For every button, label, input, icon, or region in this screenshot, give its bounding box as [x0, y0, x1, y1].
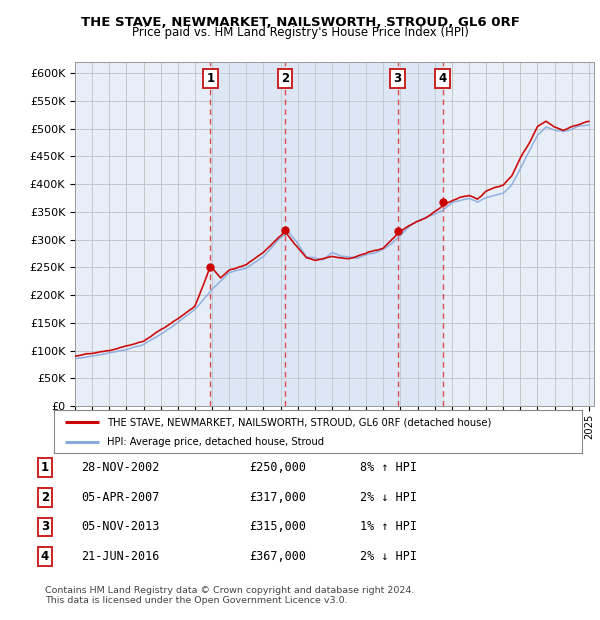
Text: 8% ↑ HPI: 8% ↑ HPI: [360, 461, 417, 474]
Text: 4: 4: [439, 72, 447, 85]
Text: 2% ↓ HPI: 2% ↓ HPI: [360, 491, 417, 503]
Text: THE STAVE, NEWMARKET, NAILSWORTH, STROUD, GL6 0RF (detached house): THE STAVE, NEWMARKET, NAILSWORTH, STROUD…: [107, 417, 491, 427]
Text: £250,000: £250,000: [249, 461, 306, 474]
Text: 4: 4: [41, 551, 49, 563]
Bar: [211, 62, 443, 406]
Text: 1% ↑ HPI: 1% ↑ HPI: [360, 521, 417, 533]
Text: 05-NOV-2013: 05-NOV-2013: [81, 521, 160, 533]
Text: £317,000: £317,000: [249, 491, 306, 503]
Text: £367,000: £367,000: [249, 551, 306, 563]
Text: 1: 1: [41, 461, 49, 474]
Text: 1: 1: [206, 72, 215, 85]
Text: 28-NOV-2002: 28-NOV-2002: [81, 461, 160, 474]
Text: 2: 2: [281, 72, 289, 85]
Text: 2: 2: [41, 491, 49, 503]
Text: 05-APR-2007: 05-APR-2007: [81, 491, 160, 503]
Text: 21-JUN-2016: 21-JUN-2016: [81, 551, 160, 563]
Text: Contains HM Land Registry data © Crown copyright and database right 2024.
This d: Contains HM Land Registry data © Crown c…: [45, 586, 415, 605]
Text: THE STAVE, NEWMARKET, NAILSWORTH, STROUD, GL6 0RF: THE STAVE, NEWMARKET, NAILSWORTH, STROUD…: [80, 16, 520, 29]
Text: £315,000: £315,000: [249, 521, 306, 533]
Text: Price paid vs. HM Land Registry's House Price Index (HPI): Price paid vs. HM Land Registry's House …: [131, 26, 469, 39]
Text: 3: 3: [394, 72, 402, 85]
Text: 2% ↓ HPI: 2% ↓ HPI: [360, 551, 417, 563]
Text: HPI: Average price, detached house, Stroud: HPI: Average price, detached house, Stro…: [107, 437, 324, 447]
Text: 3: 3: [41, 521, 49, 533]
